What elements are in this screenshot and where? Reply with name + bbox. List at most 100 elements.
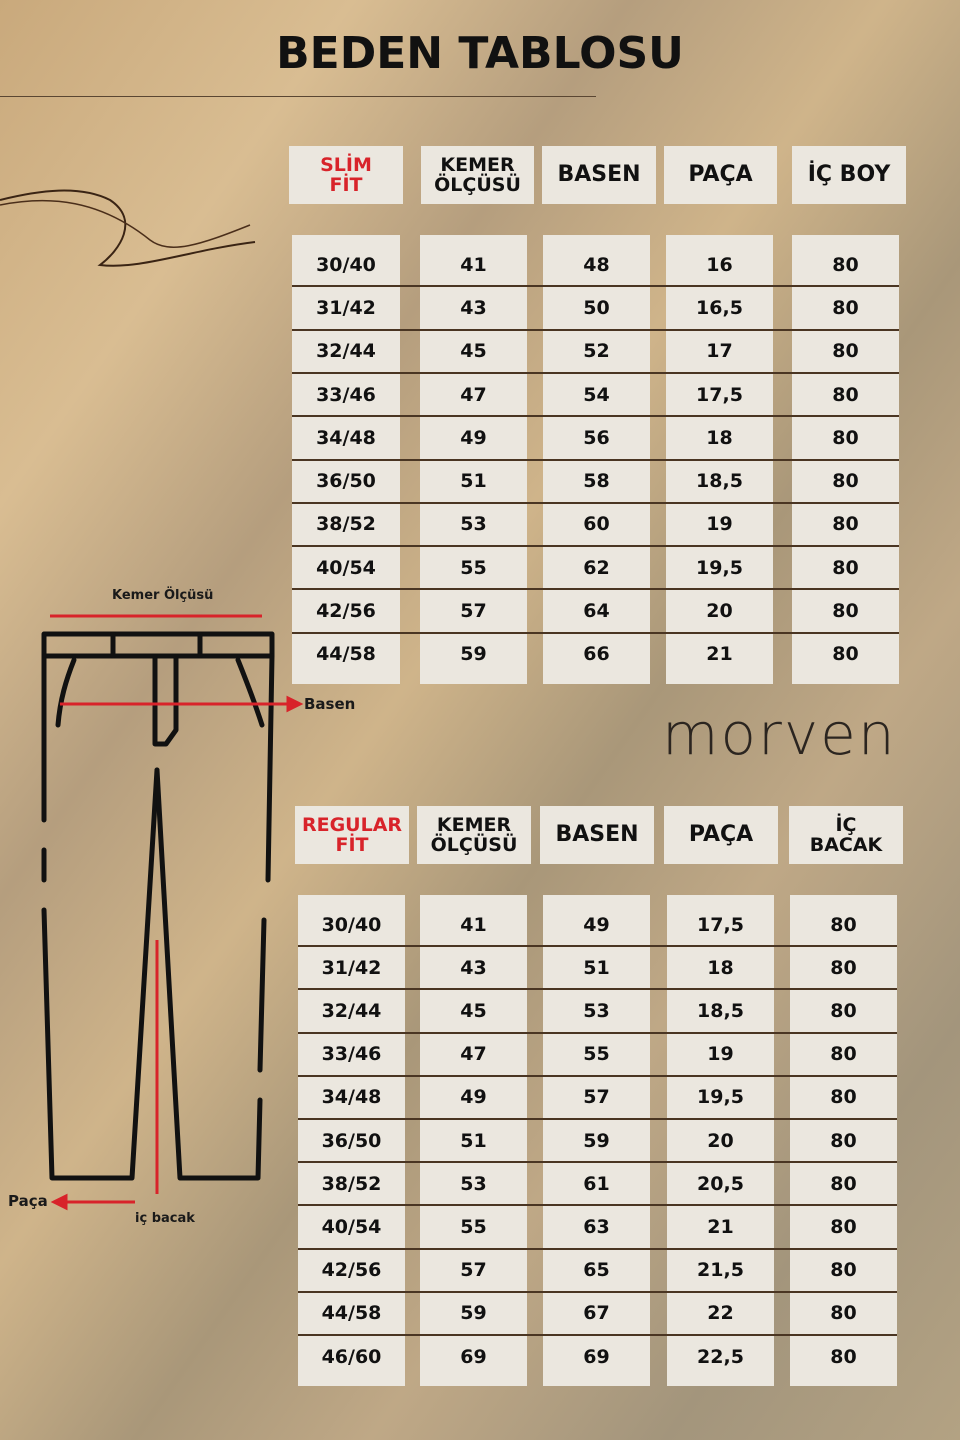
cell-waist: 49: [460, 1086, 487, 1109]
cell-inseam: 80: [832, 513, 859, 536]
header-label: KEMER ÖLÇÜSÜ: [430, 814, 518, 856]
row-divider: [292, 588, 899, 591]
cell-size: 42/56: [321, 1259, 382, 1282]
cell-size: 44/58: [316, 643, 376, 666]
cell-waist: 51: [460, 1129, 487, 1152]
cell-size: 38/52: [321, 1172, 382, 1195]
cell-waist: 49: [460, 426, 487, 449]
cell-size: 33/46: [316, 383, 376, 406]
cell-inseam: 80: [830, 913, 857, 936]
row-divider: [292, 285, 899, 288]
cell-size: 40/54: [321, 1215, 382, 1238]
cell-hip: 66: [583, 643, 610, 666]
cell-inseam: 80: [830, 1345, 857, 1368]
header-size: SLİM FİT: [289, 146, 403, 204]
cell-hip: 67: [583, 1302, 610, 1325]
row-divider: [298, 988, 897, 991]
row-divider: [292, 501, 899, 504]
cell-waist: 57: [460, 600, 487, 623]
cell-inseam: 80: [830, 1215, 857, 1238]
cell-hip: 58: [583, 470, 610, 493]
cell-size: 36/50: [321, 1129, 382, 1152]
page-title: BEDEN TABLOSU: [276, 28, 684, 79]
row-divider: [292, 631, 899, 634]
cell-hip: 59: [583, 1129, 610, 1152]
cell-inseam: 80: [832, 600, 859, 623]
cell-hip: 61: [583, 1172, 610, 1195]
cell-hem: 19: [707, 1043, 734, 1066]
row-divider: [298, 1031, 897, 1034]
cell-hem: 21,5: [697, 1259, 744, 1282]
header-size: REGULAR FİT: [295, 806, 409, 864]
cell-size: 31/42: [321, 956, 382, 979]
cell-size: 40/54: [316, 556, 376, 579]
cell-hip: 62: [583, 556, 610, 579]
cell-size: 32/44: [321, 999, 382, 1022]
cell-waist: 47: [460, 383, 487, 406]
cell-size: 34/48: [316, 426, 376, 449]
waist-label: Kemer Ölçüsü: [112, 588, 214, 603]
cell-hem: 16: [706, 253, 733, 276]
cell-waist: 47: [460, 1043, 487, 1066]
cell-hip: 50: [583, 296, 610, 319]
cell-waist: 41: [460, 253, 487, 276]
header-waist: KEMER ÖLÇÜSÜ: [417, 806, 531, 864]
header-label: İÇ BOY: [807, 162, 891, 187]
cell-size: 32/44: [316, 340, 376, 363]
cell-inseam: 80: [830, 1043, 857, 1066]
cell-hip: 64: [583, 600, 610, 623]
cell-size: 34/48: [321, 1086, 382, 1109]
cell-hem: 17: [706, 340, 733, 363]
column-hem: [667, 895, 774, 1387]
header-label: BASEN: [555, 822, 639, 847]
cell-inseam: 80: [830, 1129, 857, 1152]
cell-hem: 18,5: [696, 470, 743, 493]
cell-inseam: 80: [832, 383, 859, 406]
header-label: PAÇA: [688, 822, 754, 847]
title-divider: [0, 96, 596, 97]
cell-waist: 55: [460, 1215, 487, 1238]
header-label: PAÇA: [688, 162, 753, 187]
cell-size: 46/60: [321, 1345, 382, 1368]
cell-waist: 45: [460, 999, 487, 1022]
inseam-label: iç bacak: [135, 1211, 195, 1226]
cell-hem: 17,5: [696, 383, 743, 406]
cell-hip: 56: [583, 426, 610, 449]
cell-hip: 48: [583, 253, 610, 276]
row-divider: [298, 1118, 897, 1120]
cell-inseam: 80: [830, 956, 857, 979]
header-hip: BASEN: [542, 146, 656, 204]
cell-waist: 41: [460, 913, 487, 936]
header-inseam: İÇ BOY: [792, 146, 906, 204]
cell-hem: 18,5: [697, 999, 744, 1022]
cell-size: 31/42: [316, 296, 376, 319]
cell-hem: 22,5: [697, 1345, 744, 1368]
cell-inseam: 80: [830, 1302, 857, 1325]
cell-hip: 63: [583, 1215, 610, 1238]
cell-inseam: 80: [832, 643, 859, 666]
cell-waist: 57: [460, 1259, 487, 1282]
cell-hem: 20: [707, 1129, 734, 1152]
cell-size: 36/50: [316, 470, 376, 493]
cell-hem: 18: [707, 956, 734, 979]
cell-inseam: 80: [830, 1086, 857, 1109]
cell-hip: 60: [583, 513, 610, 536]
cell-hip: 57: [583, 1086, 610, 1109]
cell-hip: 54: [583, 383, 610, 406]
cell-hem: 20: [706, 600, 733, 623]
row-divider: [298, 1334, 897, 1336]
row-divider: [292, 328, 899, 331]
row-divider: [292, 545, 899, 548]
cell-hip: 52: [583, 340, 610, 363]
header-label: SLİM FİT: [320, 154, 372, 196]
cell-hip: 51: [583, 956, 610, 979]
header-hem: PAÇA: [664, 806, 778, 864]
trousers-diagram: [41, 614, 304, 1211]
cell-hem: 18: [706, 426, 733, 449]
cell-waist: 55: [460, 556, 487, 579]
cell-hip: 49: [583, 913, 610, 936]
cell-size: 38/52: [316, 513, 376, 536]
cell-inseam: 80: [830, 1172, 857, 1195]
row-divider: [298, 1247, 897, 1250]
header-waist: KEMER ÖLÇÜSÜ: [421, 146, 534, 204]
